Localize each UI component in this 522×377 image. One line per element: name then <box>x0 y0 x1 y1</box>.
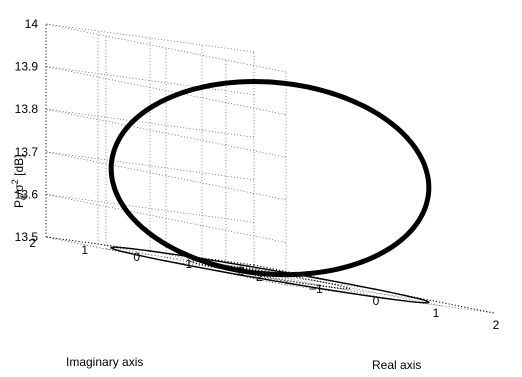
z-tick-label: 14 <box>25 17 39 31</box>
back-wall-grid-line <box>45 194 287 243</box>
curves <box>108 79 432 304</box>
power-loop-curve <box>108 79 432 278</box>
y-tick-label: 1 <box>81 243 88 257</box>
back-wall-grid-line <box>45 108 287 158</box>
y-axis-label: Imaginary axis <box>66 355 143 369</box>
z-tick-label: 13.9 <box>15 60 39 74</box>
y-tick-label: −1 <box>178 257 192 271</box>
z-tick-label: 13.5 <box>15 230 39 244</box>
z-label-sup: 2 <box>10 179 20 184</box>
back-wall-grid-line <box>45 151 287 201</box>
x-tick-label: 0 <box>373 294 380 308</box>
y-tick-label: −2 <box>230 264 244 278</box>
side-wall-grid-line <box>45 23 255 53</box>
x-tick-label: 2 <box>493 318 500 332</box>
z-tick-label: 13.7 <box>15 145 39 159</box>
back-wall-grid-line <box>45 66 287 115</box>
floor-grid-line <box>201 257 443 307</box>
z-axis-label: Pd/σ2 [dB] <box>10 155 28 208</box>
z-tick-label: 13.6 <box>15 187 39 201</box>
y-tick-label: 0 <box>133 250 140 264</box>
x-tick-label: −1 <box>309 282 323 296</box>
z-label-unit: [dB] <box>12 155 26 180</box>
x-tick-label: −2 <box>249 270 263 284</box>
x-axis-label: Real axis <box>372 358 421 372</box>
z-label-main: P <box>12 200 26 208</box>
z-label-mid: /σ <box>12 184 26 195</box>
base-circle-curve <box>110 246 430 304</box>
z-tick-label: 13.8 <box>15 102 39 116</box>
z-label-sub: d <box>18 195 28 200</box>
y-tick-label: 2 <box>29 236 36 250</box>
x-tick-label: 1 <box>433 306 440 320</box>
back-wall-grid-line <box>45 23 287 73</box>
side-wall-grid-line <box>45 151 255 181</box>
